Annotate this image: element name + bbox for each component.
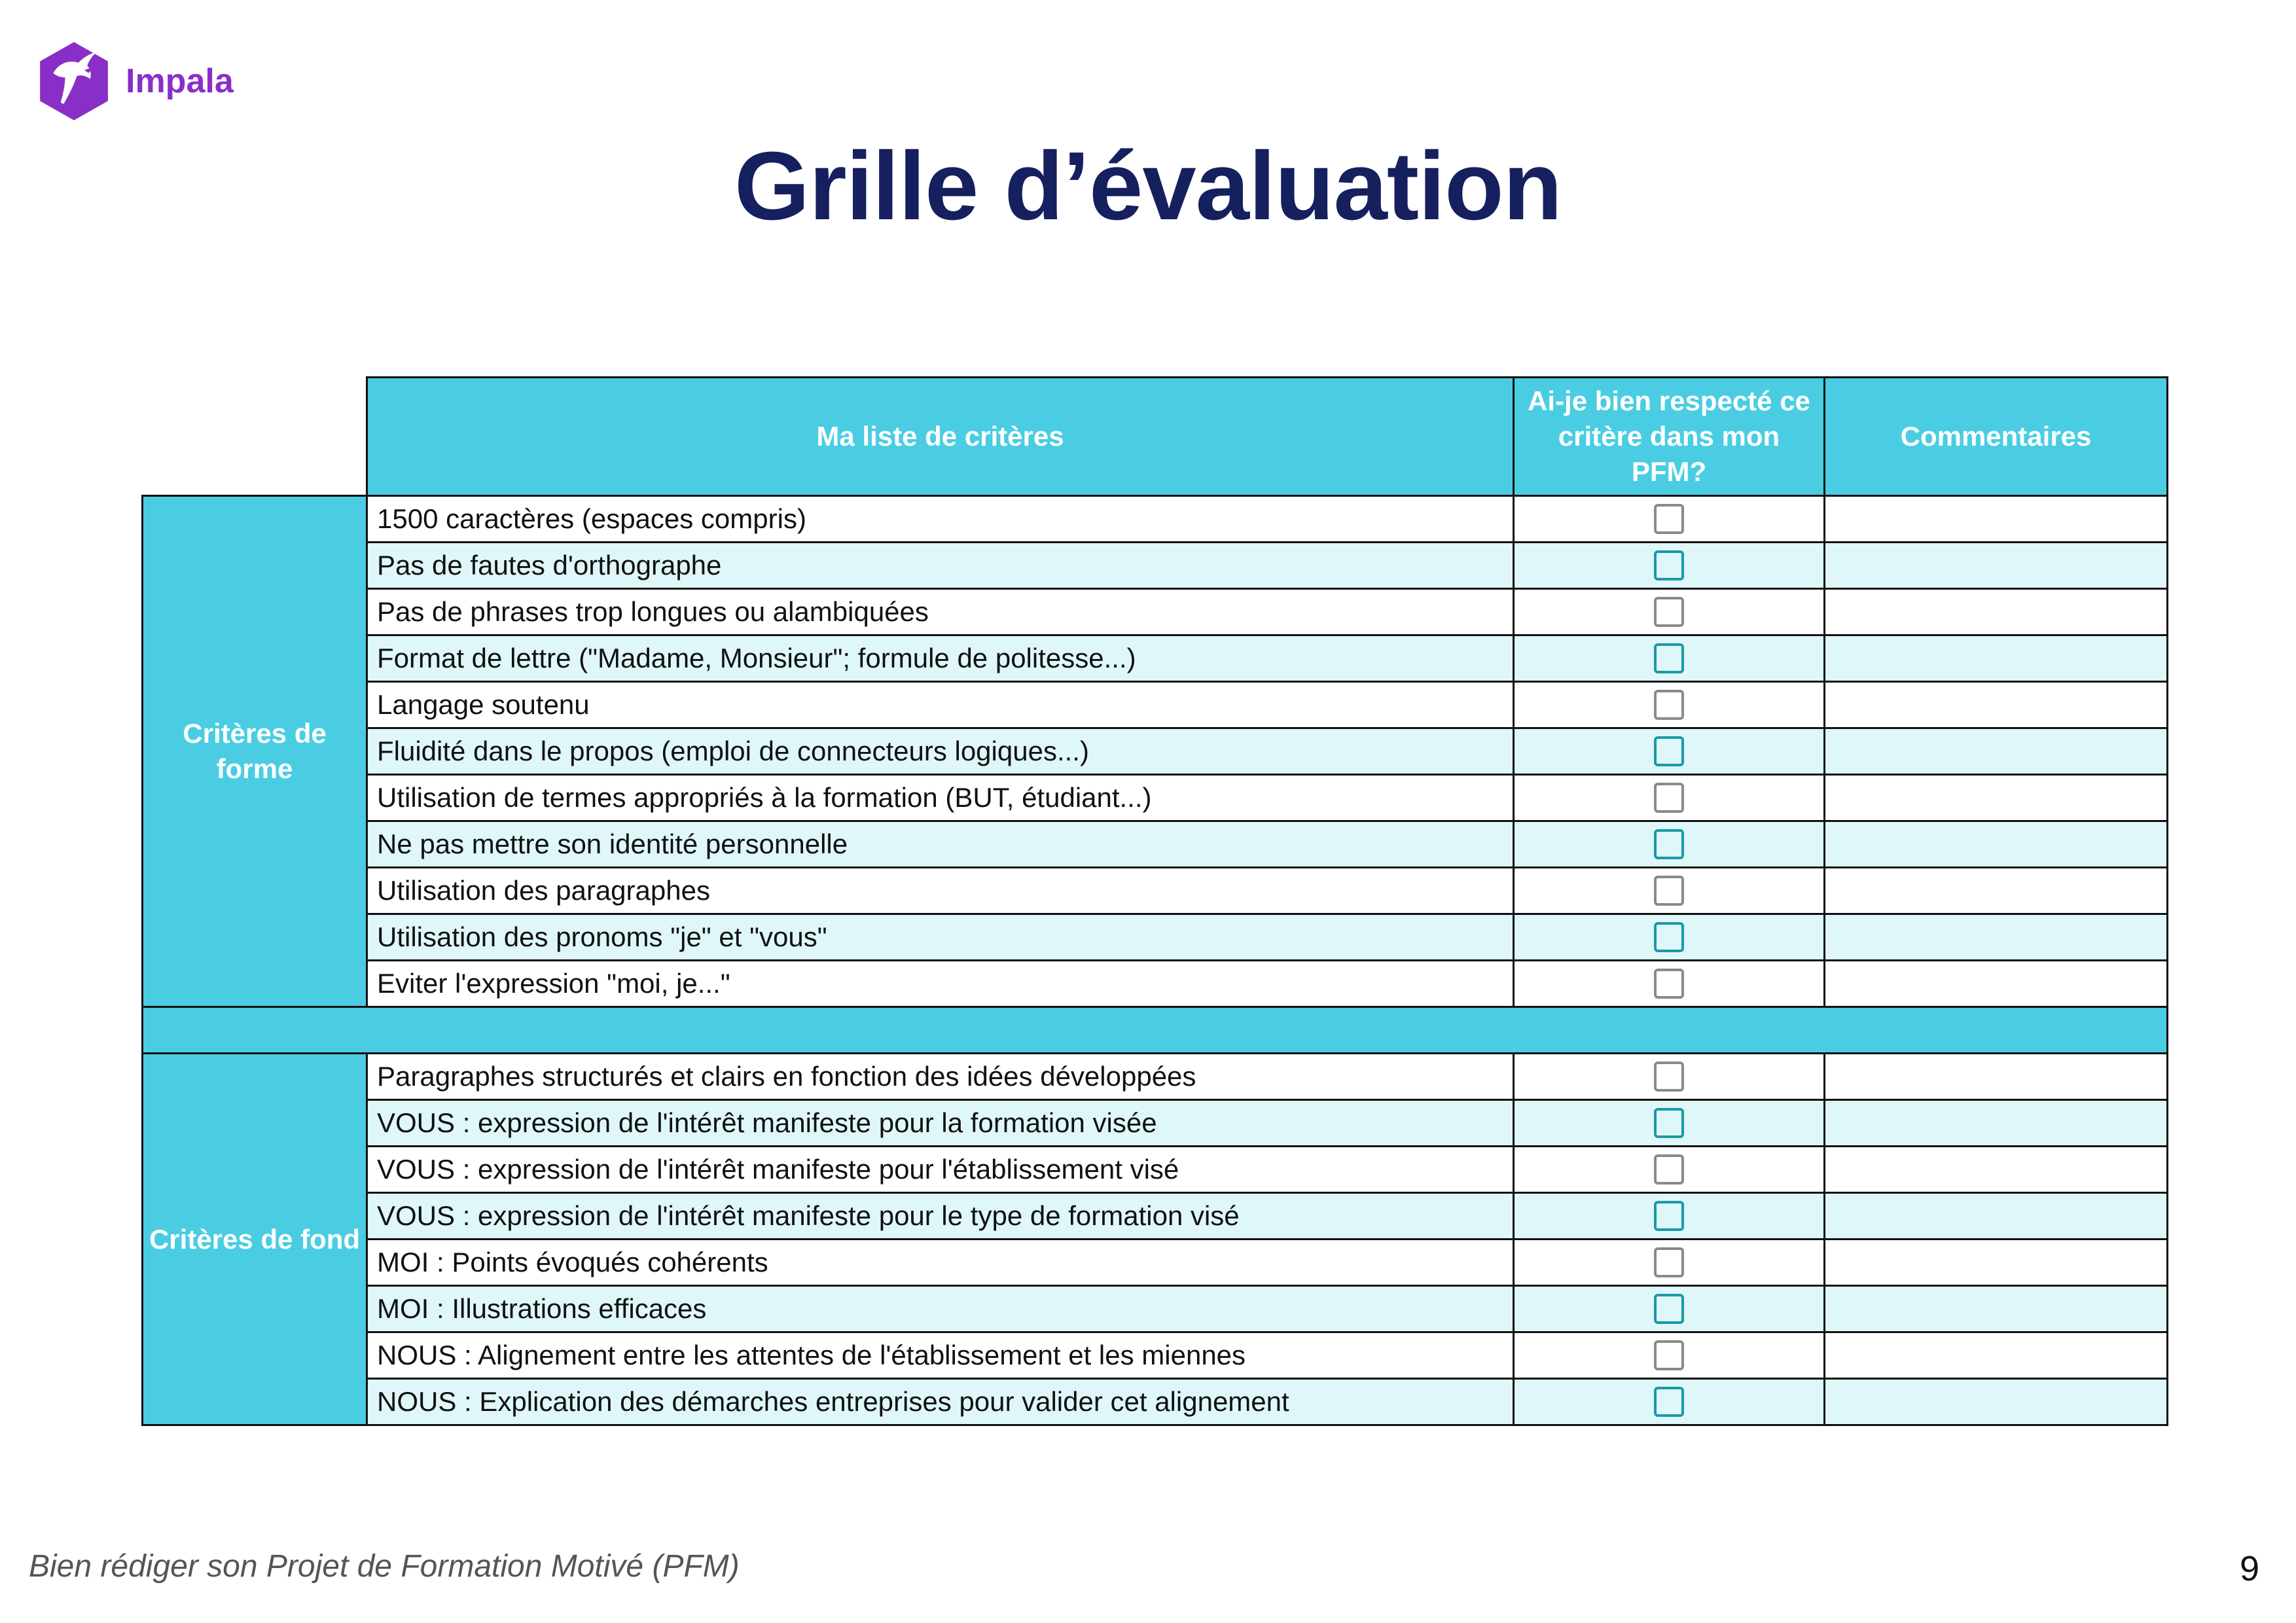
group-label-fond: Critères de fond xyxy=(141,1052,368,1426)
checkbox[interactable] xyxy=(1654,876,1684,906)
table-row: Ne pas mettre son identité personnelle xyxy=(143,820,2168,868)
criterion-text: VOUS : expression de l'intérêt manifeste… xyxy=(366,1145,1515,1194)
table-row: Critères de forme 1500 caractères (espac… xyxy=(141,495,2168,1008)
criterion-text: Utilisation de termes appropriés à la fo… xyxy=(366,774,1515,822)
comment-cell[interactable] xyxy=(1823,1052,2168,1101)
checkbox[interactable] xyxy=(1654,1340,1684,1370)
criterion-text: 1500 caractères (espaces compris) xyxy=(366,495,1515,543)
table-row: NOUS : Explication des démarches entrepr… xyxy=(143,1378,2168,1426)
table-row: Langage soutenu xyxy=(143,681,2168,729)
checkbox[interactable] xyxy=(1654,1247,1684,1277)
checkbox[interactable] xyxy=(1654,783,1684,813)
comment-cell[interactable] xyxy=(1823,495,2168,543)
checkbox[interactable] xyxy=(1654,829,1684,859)
group-label-forme: Critères de forme xyxy=(141,495,368,1008)
comment-cell[interactable] xyxy=(1823,820,2168,868)
comment-cell[interactable] xyxy=(1823,634,2168,683)
comment-cell[interactable] xyxy=(1823,541,2168,590)
comment-cell[interactable] xyxy=(1823,1378,2168,1426)
criterion-text: VOUS : expression de l'intérêt manifeste… xyxy=(366,1099,1515,1147)
table-row: Utilisation des pronoms "je" et "vous" xyxy=(143,913,2168,961)
comment-cell[interactable] xyxy=(1823,774,2168,822)
comment-cell[interactable] xyxy=(1823,959,2168,1008)
criterion-text: VOUS : expression de l'intérêt manifeste… xyxy=(366,1192,1515,1240)
table-row: VOUS : expression de l'intérêt manifeste… xyxy=(143,1099,2168,1147)
impala-logo-icon xyxy=(40,42,108,120)
table-row: VOUS : expression de l'intérêt manifeste… xyxy=(143,1145,2168,1194)
header-respected: Ai-je bien respecté ce critère dans mon … xyxy=(1513,376,1825,497)
criterion-text: Fluidité dans le propos (emploi de conne… xyxy=(366,727,1515,776)
table-row: Eviter l'expression "moi, je..." xyxy=(143,959,2168,1008)
criterion-text: NOUS : Alignement entre les attentes de … xyxy=(366,1331,1515,1380)
criterion-text: Utilisation des pronoms "je" et "vous" xyxy=(366,913,1515,961)
table-row: Utilisation des paragraphes xyxy=(143,866,2168,915)
criterion-text: Paragraphes structurés et clairs en fonc… xyxy=(366,1052,1515,1101)
checkbox[interactable] xyxy=(1654,736,1684,766)
table-row: MOI : Illustrations efficaces xyxy=(143,1285,2168,1333)
comment-cell[interactable] xyxy=(1823,681,2168,729)
checkbox[interactable] xyxy=(1654,1387,1684,1417)
checkbox[interactable] xyxy=(1654,922,1684,952)
criterion-text: Pas de fautes d'orthographe xyxy=(366,541,1515,590)
comment-cell[interactable] xyxy=(1823,866,2168,915)
comment-cell[interactable] xyxy=(1823,588,2168,636)
criterion-text: Eviter l'expression "moi, je..." xyxy=(366,959,1515,1008)
brand-logo: Impala xyxy=(37,41,234,122)
checkbox[interactable] xyxy=(1654,643,1684,673)
comment-cell[interactable] xyxy=(1823,1285,2168,1333)
checkbox[interactable] xyxy=(1654,597,1684,627)
checkbox[interactable] xyxy=(1654,1108,1684,1138)
table-row: Pas de phrases trop longues ou alambiqué… xyxy=(143,588,2168,636)
checkbox[interactable] xyxy=(1654,1061,1684,1092)
table-row: NOUS : Alignement entre les attentes de … xyxy=(143,1331,2168,1380)
comment-cell[interactable] xyxy=(1823,727,2168,776)
criterion-text: MOI : Illustrations efficaces xyxy=(366,1285,1515,1333)
criterion-text: NOUS : Explication des démarches entrepr… xyxy=(366,1378,1515,1426)
checkbox[interactable] xyxy=(1654,550,1684,580)
comment-cell[interactable] xyxy=(1823,913,2168,961)
separator-bar xyxy=(141,1006,2168,1054)
table-row: VOUS : expression de l'intérêt manifeste… xyxy=(143,1192,2168,1240)
table-row: Pas de fautes d'orthographe xyxy=(143,541,2168,590)
checkbox[interactable] xyxy=(1654,1154,1684,1185)
table-row: Format de lettre ("Madame, Monsieur"; fo… xyxy=(143,634,2168,683)
table-row: Utilisation de termes appropriés à la fo… xyxy=(143,774,2168,822)
criterion-text: MOI : Points évoqués cohérents xyxy=(366,1238,1515,1287)
checkbox[interactable] xyxy=(1654,969,1684,999)
comment-cell[interactable] xyxy=(1823,1099,2168,1147)
table-header-row: Ma liste de critères Ai-je bien respecté… xyxy=(143,376,2168,497)
checkbox[interactable] xyxy=(1654,504,1684,534)
checkbox[interactable] xyxy=(1654,1201,1684,1231)
evaluation-table: Ma liste de critères Ai-je bien respecté… xyxy=(141,376,2168,1426)
checkbox[interactable] xyxy=(1654,690,1684,720)
comment-cell[interactable] xyxy=(1823,1145,2168,1194)
table-row: Fluidité dans le propos (emploi de conne… xyxy=(143,727,2168,776)
criterion-text: Format de lettre ("Madame, Monsieur"; fo… xyxy=(366,634,1515,683)
criterion-text: Utilisation des paragraphes xyxy=(366,866,1515,915)
criterion-text: Pas de phrases trop longues ou alambiqué… xyxy=(366,588,1515,636)
footer-text: Bien rédiger son Projet de Formation Mot… xyxy=(29,1549,740,1584)
comment-cell[interactable] xyxy=(1823,1331,2168,1380)
table-corner xyxy=(143,378,367,496)
criterion-text: Langage soutenu xyxy=(366,681,1515,729)
table-row: Critères de fond Paragraphes structurés … xyxy=(141,1052,2168,1426)
criterion-text: Ne pas mettre son identité personnelle xyxy=(366,820,1515,868)
header-criteria: Ma liste de critères xyxy=(366,376,1515,497)
comment-cell[interactable] xyxy=(1823,1192,2168,1240)
page-number: 9 xyxy=(2239,1549,2259,1588)
table-row: MOI : Points évoqués cohérents xyxy=(143,1238,2168,1287)
checkbox[interactable] xyxy=(1654,1294,1684,1324)
brand-name: Impala xyxy=(126,62,234,100)
page-title: Grille d’évaluation xyxy=(734,132,1562,240)
header-comments: Commentaires xyxy=(1823,376,2168,497)
group-separator xyxy=(141,1006,2168,1054)
comment-cell[interactable] xyxy=(1823,1238,2168,1287)
